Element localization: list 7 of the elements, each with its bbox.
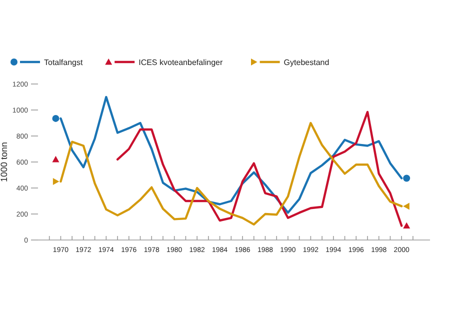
line-series xyxy=(60,96,403,214)
line-series xyxy=(116,110,403,227)
line-series xyxy=(60,122,403,226)
y-axis-title: 1000 tonn xyxy=(0,142,9,182)
legend-label: Totalfangst xyxy=(44,58,84,67)
legend-label: ICES kvoteanbefalinger xyxy=(138,58,223,67)
legend-label: Gytebestand xyxy=(284,58,330,67)
